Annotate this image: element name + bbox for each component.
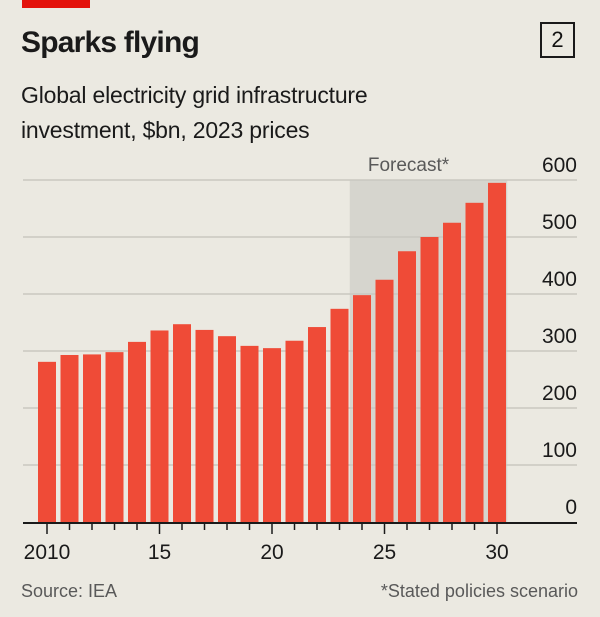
- chart-title: Sparks flying: [21, 26, 200, 59]
- source-note: Source: IEA: [21, 581, 118, 601]
- x-tick-label: 2010: [24, 541, 71, 564]
- bar: [38, 361, 56, 522]
- bar: [128, 341, 146, 522]
- bar: [83, 354, 101, 522]
- bar: [308, 327, 326, 522]
- bar: [263, 348, 281, 522]
- bar: [240, 345, 259, 522]
- bar: [420, 237, 439, 522]
- chart-number-badge: 2: [540, 22, 575, 58]
- bar: [105, 352, 124, 522]
- subtitle-line-2: investment, $bn, 2023 prices: [21, 117, 310, 143]
- x-tick-label: 20: [260, 541, 283, 564]
- forecast-label: Forecast*: [368, 155, 450, 176]
- chart-subtitle: Global electricity grid infrastructure i…: [21, 78, 368, 148]
- bar: [375, 279, 394, 522]
- y-tick-label: 600: [542, 154, 577, 177]
- y-tick-label: 500: [542, 211, 577, 234]
- bar: [443, 222, 461, 522]
- bar: [330, 308, 349, 522]
- x-tick-label: 25: [373, 541, 396, 564]
- footnote: *Stated policies scenario: [380, 581, 578, 601]
- y-tick-label: 0: [565, 496, 577, 519]
- subtitle-line-1: Global electricity grid infrastructure: [21, 82, 368, 108]
- bar: [465, 202, 484, 523]
- y-tick-label: 400: [542, 268, 577, 291]
- y-tick-label: 100: [542, 439, 577, 462]
- bar: [285, 340, 304, 522]
- bar: [150, 330, 169, 522]
- bar: [60, 354, 79, 522]
- x-tick-label: 15: [148, 541, 171, 564]
- brand-tag: [22, 0, 90, 8]
- bar: [488, 182, 506, 522]
- bar: [173, 324, 191, 522]
- y-tick-label: 300: [542, 325, 577, 348]
- bar: [218, 336, 236, 522]
- bar: [353, 295, 371, 522]
- y-tick-label: 200: [542, 382, 577, 405]
- bars: [38, 182, 506, 523]
- x-tick-label: 30: [485, 541, 508, 564]
- x-axis: [23, 522, 577, 534]
- bar: [195, 329, 214, 522]
- axis-labels: 0 100 200 300 400 500 600 2010 15 20 25 30: [24, 154, 577, 564]
- bar: [398, 251, 416, 522]
